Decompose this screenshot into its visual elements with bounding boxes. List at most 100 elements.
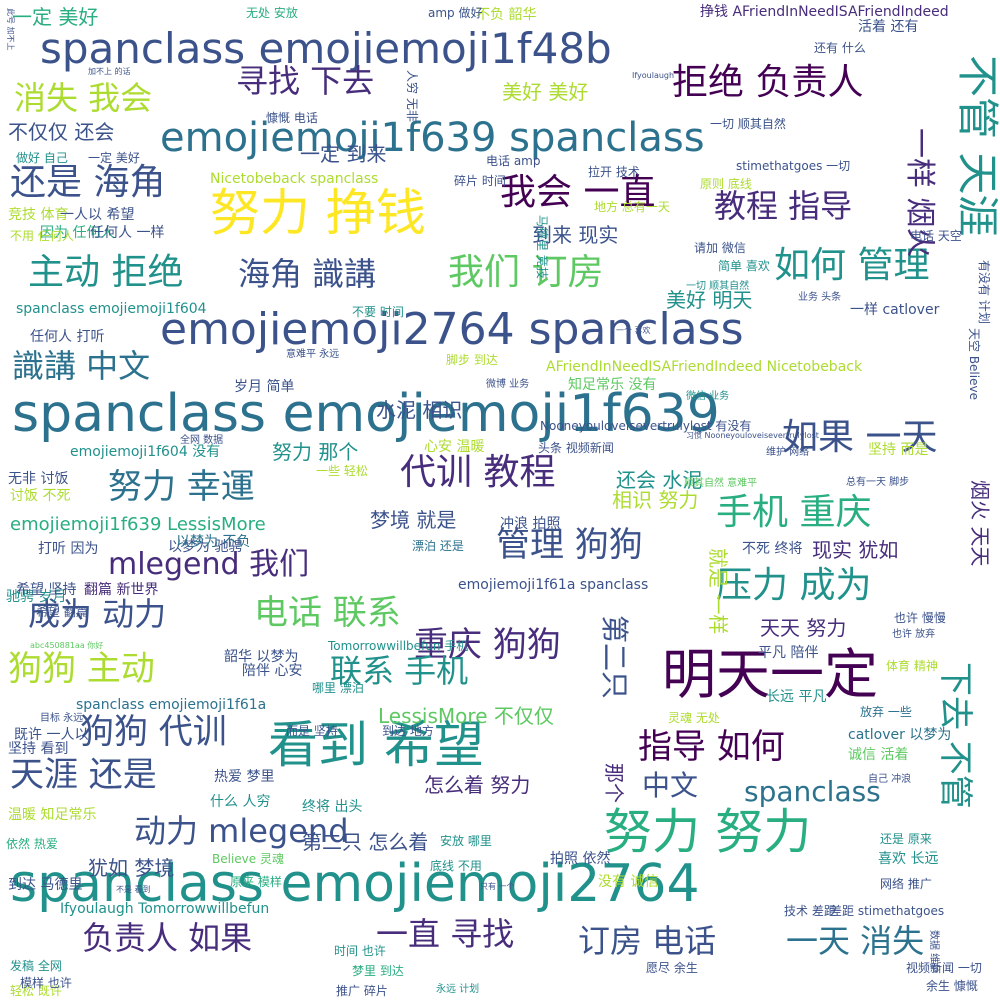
cloud-word: Ifyoulaugh (632, 71, 675, 80)
cloud-word: 喜欢 长远 (878, 851, 939, 867)
cloud-word: 翻篇 新世界 (84, 582, 159, 598)
cloud-word: 努力 挣钱 (210, 184, 426, 242)
cloud-word: 原来 模样 (230, 875, 282, 889)
cloud-word: 識講 中文 (12, 347, 151, 385)
cloud-word: 推广 碎片 (336, 984, 388, 998)
cloud-word: Believe 灵魂 (212, 852, 284, 866)
cloud-word: emojiemoji1f604 没有 (70, 444, 221, 460)
cloud-word: 加不上 的话 (88, 67, 131, 76)
cloud-word: AFriendInNeedISAFriendIndeed Nicetobebac… (546, 359, 863, 375)
cloud-word: 不管 天涯 (953, 55, 1000, 237)
cloud-word: catlover 以梦为 (848, 727, 952, 743)
cloud-word: 我会 一直 (500, 172, 656, 213)
cloud-word: 不负 韶华 (476, 7, 537, 23)
cloud-word: 网络 推广 (880, 877, 932, 891)
cloud-word: 一定 美好 (88, 151, 140, 165)
cloud-word: 差距 stimethatgoes (830, 904, 945, 918)
cloud-word: 狗狗 主动 (8, 649, 155, 689)
cloud-word: 不要 时间 (352, 305, 404, 319)
cloud-word: 海角 識講 (238, 255, 377, 293)
cloud-word: 一直 寻找 (376, 915, 515, 953)
cloud-word: 微信 业务 (686, 391, 730, 402)
cloud-word: 相识 努力 (612, 488, 699, 512)
cloud-word: 时间 也许 (334, 944, 386, 958)
cloud-word: 碎片 时间 (454, 174, 506, 188)
cloud-word: 微博 业务 (486, 379, 530, 390)
cloud-word: 烟火 天天 (968, 480, 992, 567)
cloud-word: 到来 现实 (532, 223, 619, 247)
cloud-word: 看到 希望 (268, 716, 484, 774)
cloud-word: 一切 顺其自然 (686, 281, 750, 292)
cloud-word: 如果 一天 (782, 417, 938, 458)
cloud-word: 梦境 就是 (370, 508, 457, 532)
cloud-word: 明天一定 (662, 643, 878, 706)
cloud-word: 第二只 怎么着 (302, 830, 429, 854)
cloud-word: 全网 数据 (180, 435, 224, 446)
cloud-word: emojiemoji1f61a spanclass (458, 577, 649, 593)
cloud-word: 犹如 梦境 (88, 856, 175, 880)
cloud-word: 水泥 相识 (376, 398, 463, 422)
cloud-word: stimethatgoes 一切 (736, 159, 851, 173)
cloud-word: 灵魂 无处 (668, 711, 720, 725)
cloud-word: 维护 网络 (766, 447, 810, 458)
cloud-word: 中文 (642, 769, 699, 802)
cloud-word: 如何 管理 (774, 245, 930, 286)
cloud-word: 压力 成为 (716, 565, 872, 606)
cloud-word: 不死 终将 (742, 541, 803, 557)
cloud-word: 成为 动力 (28, 595, 167, 633)
cloud-word: 漂泊 还是 (412, 539, 464, 553)
cloud-word: 联系 手机 (330, 652, 469, 690)
cloud-word: 总有一天 脚步 (846, 477, 910, 488)
cloud-word: 一切 顺其自然 (710, 117, 786, 131)
cloud-word: 一定 美好 (12, 5, 99, 29)
cloud-word: 脚步 到达 (446, 353, 498, 367)
cloud-word: 努力 那个 (272, 440, 359, 464)
cloud-word: 安放 哪里 (440, 834, 492, 848)
cloud-word: 电话 联系 (254, 593, 401, 633)
cloud-word: 目标 永远 (40, 713, 84, 724)
cloud-word: 打听 因为 (38, 541, 99, 557)
cloud-word: 陪伴 心安 (242, 663, 303, 679)
cloud-word: 天空 Believe (967, 328, 981, 400)
cloud-word: 而是 坚持 (286, 724, 338, 738)
cloud-word: Tomorrowwillbefun 手机 (328, 639, 469, 653)
cloud-word: 只有 一个 (480, 882, 515, 891)
cloud-word: 冲浪 拍照 (500, 516, 561, 532)
cloud-word: 请加 微信 (694, 241, 746, 255)
cloud-word: 努力 努力 (604, 804, 812, 860)
cloud-word: 怎么着 努力 (424, 773, 531, 797)
cloud-word: 哪里 漂泊 (312, 681, 364, 695)
cloud-word: 有没有 计划 (977, 260, 991, 324)
cloud-word: 自己 冲浪 (868, 774, 912, 785)
cloud-word: 马德里 竞技 (535, 215, 549, 279)
cloud-word: 天天 努力 (760, 616, 847, 640)
cloud-word: Nicetobeback spanclass (210, 171, 379, 187)
cloud-word: 不用 任何人 (10, 229, 74, 243)
cloud-word: 以梦为 不负 (176, 534, 251, 550)
cloud-word: 指导 如何 (638, 727, 785, 767)
cloud-word: 温暖 知足常乐 (8, 807, 97, 823)
cloud-word: 既许 一人以 (14, 727, 89, 743)
cloud-word: spanclass emojiemoji1f61a (76, 697, 267, 713)
cloud-word: 梦里 到达 (352, 964, 404, 978)
cloud-word: 愿尽 余生 (646, 961, 698, 975)
cloud-word: spanclass emojiemoji1f639 (12, 384, 720, 444)
cloud-word: 代训 教程 (400, 452, 556, 493)
cloud-word: 顺其自然 意难平 (684, 478, 758, 489)
cloud-word: 头条 视频新闻 (538, 441, 614, 455)
cloud-word: 到达 马德里 (8, 877, 83, 893)
cloud-word: 因为 任何人 (40, 225, 115, 241)
cloud-word: 负责人 如果 (82, 919, 253, 957)
cloud-word: 永远 计划 (436, 984, 480, 995)
cloud-word: 挣钱 AFriendInNeedISAFriendIndeed (700, 4, 949, 20)
cloud-word: 天涯 还是 (10, 755, 157, 795)
cloud-word: 教程 指导 (714, 187, 853, 225)
cloud-word: spanclass emojiemoji2764 (10, 854, 700, 914)
cloud-word: 原则 底线 (700, 177, 752, 191)
cloud-word: Nooneyouloveisevertrulylost 有没有 (540, 419, 752, 433)
cloud-word: 第二只 (598, 615, 631, 700)
cloud-word: 什么 人穷 (210, 794, 271, 810)
cloud-word: 无非 讨饭 (8, 471, 69, 487)
cloud-word: 一样 catlover (850, 302, 940, 318)
